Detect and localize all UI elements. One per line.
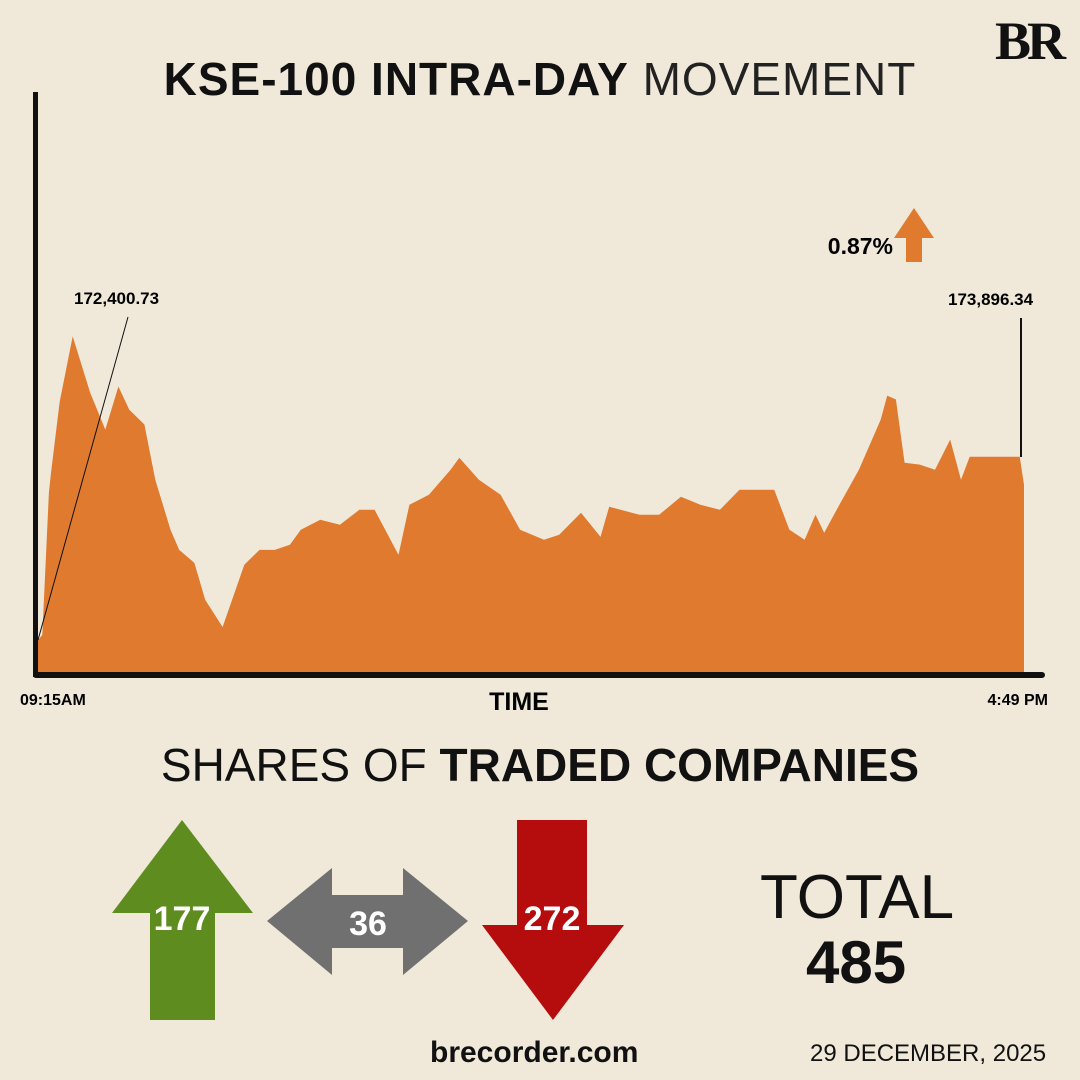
section-title-light: SHARES OF (160, 739, 427, 791)
close-value-label: 173,896.34 (948, 290, 1034, 309)
x-axis-title: TIME (489, 688, 549, 716)
unchanged-arrow-left-right-icon (267, 868, 468, 975)
title-bold: KSE-100 INTRA-DAY (163, 53, 629, 105)
y-axis (33, 92, 38, 677)
x-end-label: 4:49 PM (988, 692, 1048, 709)
x-start-label: 09:15AM (20, 692, 86, 709)
advanced-count: 177 (154, 900, 211, 938)
date-label: 29 DECEMBER, 2025 (810, 1040, 1047, 1067)
title-light: MOVEMENT (642, 53, 917, 105)
change-up-arrow-icon (894, 208, 934, 262)
x-axis (33, 672, 1045, 678)
total-value: 485 (806, 929, 907, 996)
open-leader-line (37, 316, 129, 641)
total-label: TOTAL (760, 863, 955, 932)
chart-title: KSE-100 INTRA-DAY MOVEMENT (0, 52, 1080, 106)
declined-count: 272 (524, 900, 581, 938)
section-title: SHARES OF TRADED COMPANIES (0, 738, 1080, 792)
change-percent: 0.87% (828, 233, 893, 259)
site-link[interactable]: brecorder.com (430, 1036, 639, 1069)
unchanged-count: 36 (349, 905, 387, 943)
index-area (38, 336, 1024, 672)
advanced-arrow-up-icon (112, 820, 253, 1020)
open-value-label: 172,400.73 (74, 289, 159, 308)
declined-arrow-down-icon (482, 820, 624, 1020)
section-title-bold: TRADED COMPANIES (439, 739, 920, 791)
br-logo: BR (994, 11, 1066, 71)
